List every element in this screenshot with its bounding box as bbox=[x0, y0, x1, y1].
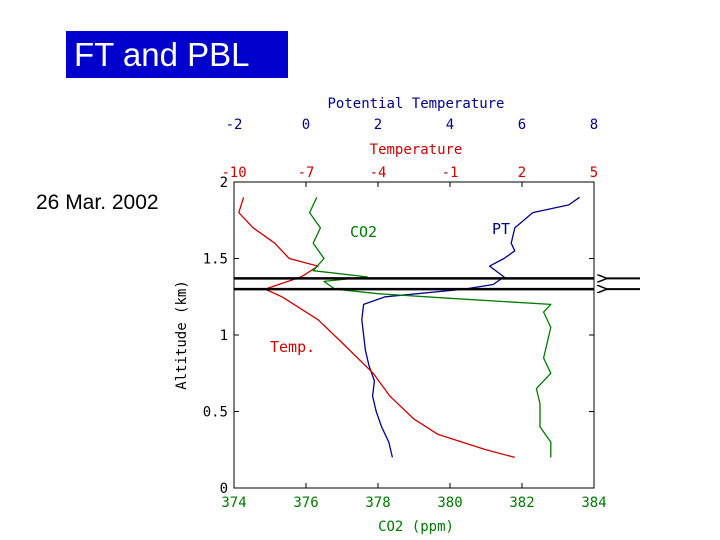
pt-annotation: PT bbox=[492, 220, 510, 238]
co2-tick-label: 384 bbox=[581, 495, 606, 511]
temp-axis-title: Temperature bbox=[370, 142, 463, 158]
pt-tick-label: 4 bbox=[446, 117, 454, 133]
altitude-tick-label: 0.5 bbox=[203, 405, 228, 421]
temp-tick-label: -10 bbox=[221, 165, 246, 181]
plot-frame bbox=[233, 181, 595, 489]
co2-tick-label: 374 bbox=[221, 495, 246, 511]
pt-tick-label: -2 bbox=[226, 117, 243, 133]
co2-tick-label: 378 bbox=[365, 495, 390, 511]
co2-annotation: CO2 bbox=[350, 223, 377, 241]
co2-tick-label: 380 bbox=[437, 495, 462, 511]
co2-tick-label: 382 bbox=[509, 495, 534, 511]
altitude-tick-label: 1 bbox=[220, 328, 228, 344]
temp-tick-label: -7 bbox=[298, 165, 315, 181]
temp-tick-label: -1 bbox=[442, 165, 459, 181]
altitude-axis-title: Altitude (km) bbox=[174, 280, 190, 390]
altitude-tick-label: 0 bbox=[220, 481, 228, 497]
pt-tick-label: 6 bbox=[518, 117, 526, 133]
altitude-tick-label: 1.5 bbox=[203, 252, 228, 268]
temp-tick-label: -4 bbox=[370, 165, 387, 181]
pt-profile-line bbox=[361, 196, 580, 458]
slide-title: FT and PBL bbox=[66, 31, 288, 78]
co2-tick-label: 376 bbox=[293, 495, 318, 511]
co2-axis-title: CO2 (ppm) bbox=[378, 519, 454, 535]
temp-tick-label: 5 bbox=[590, 165, 598, 181]
altitude-tick-label: 2 bbox=[220, 175, 228, 191]
pt-axis-title: Potential Temperature bbox=[327, 96, 504, 112]
pt-tick-label: 2 bbox=[374, 117, 382, 133]
temp-tick-label: 2 bbox=[518, 165, 526, 181]
temp-profile-line bbox=[238, 197, 515, 459]
pt-tick-label: 0 bbox=[302, 117, 310, 133]
pt-tick-label: 8 bbox=[590, 117, 598, 133]
temp-annotation: Temp. bbox=[270, 338, 315, 356]
co2-profile-line bbox=[308, 197, 552, 458]
date-label: 26 Mar. 2002 bbox=[36, 191, 159, 214]
